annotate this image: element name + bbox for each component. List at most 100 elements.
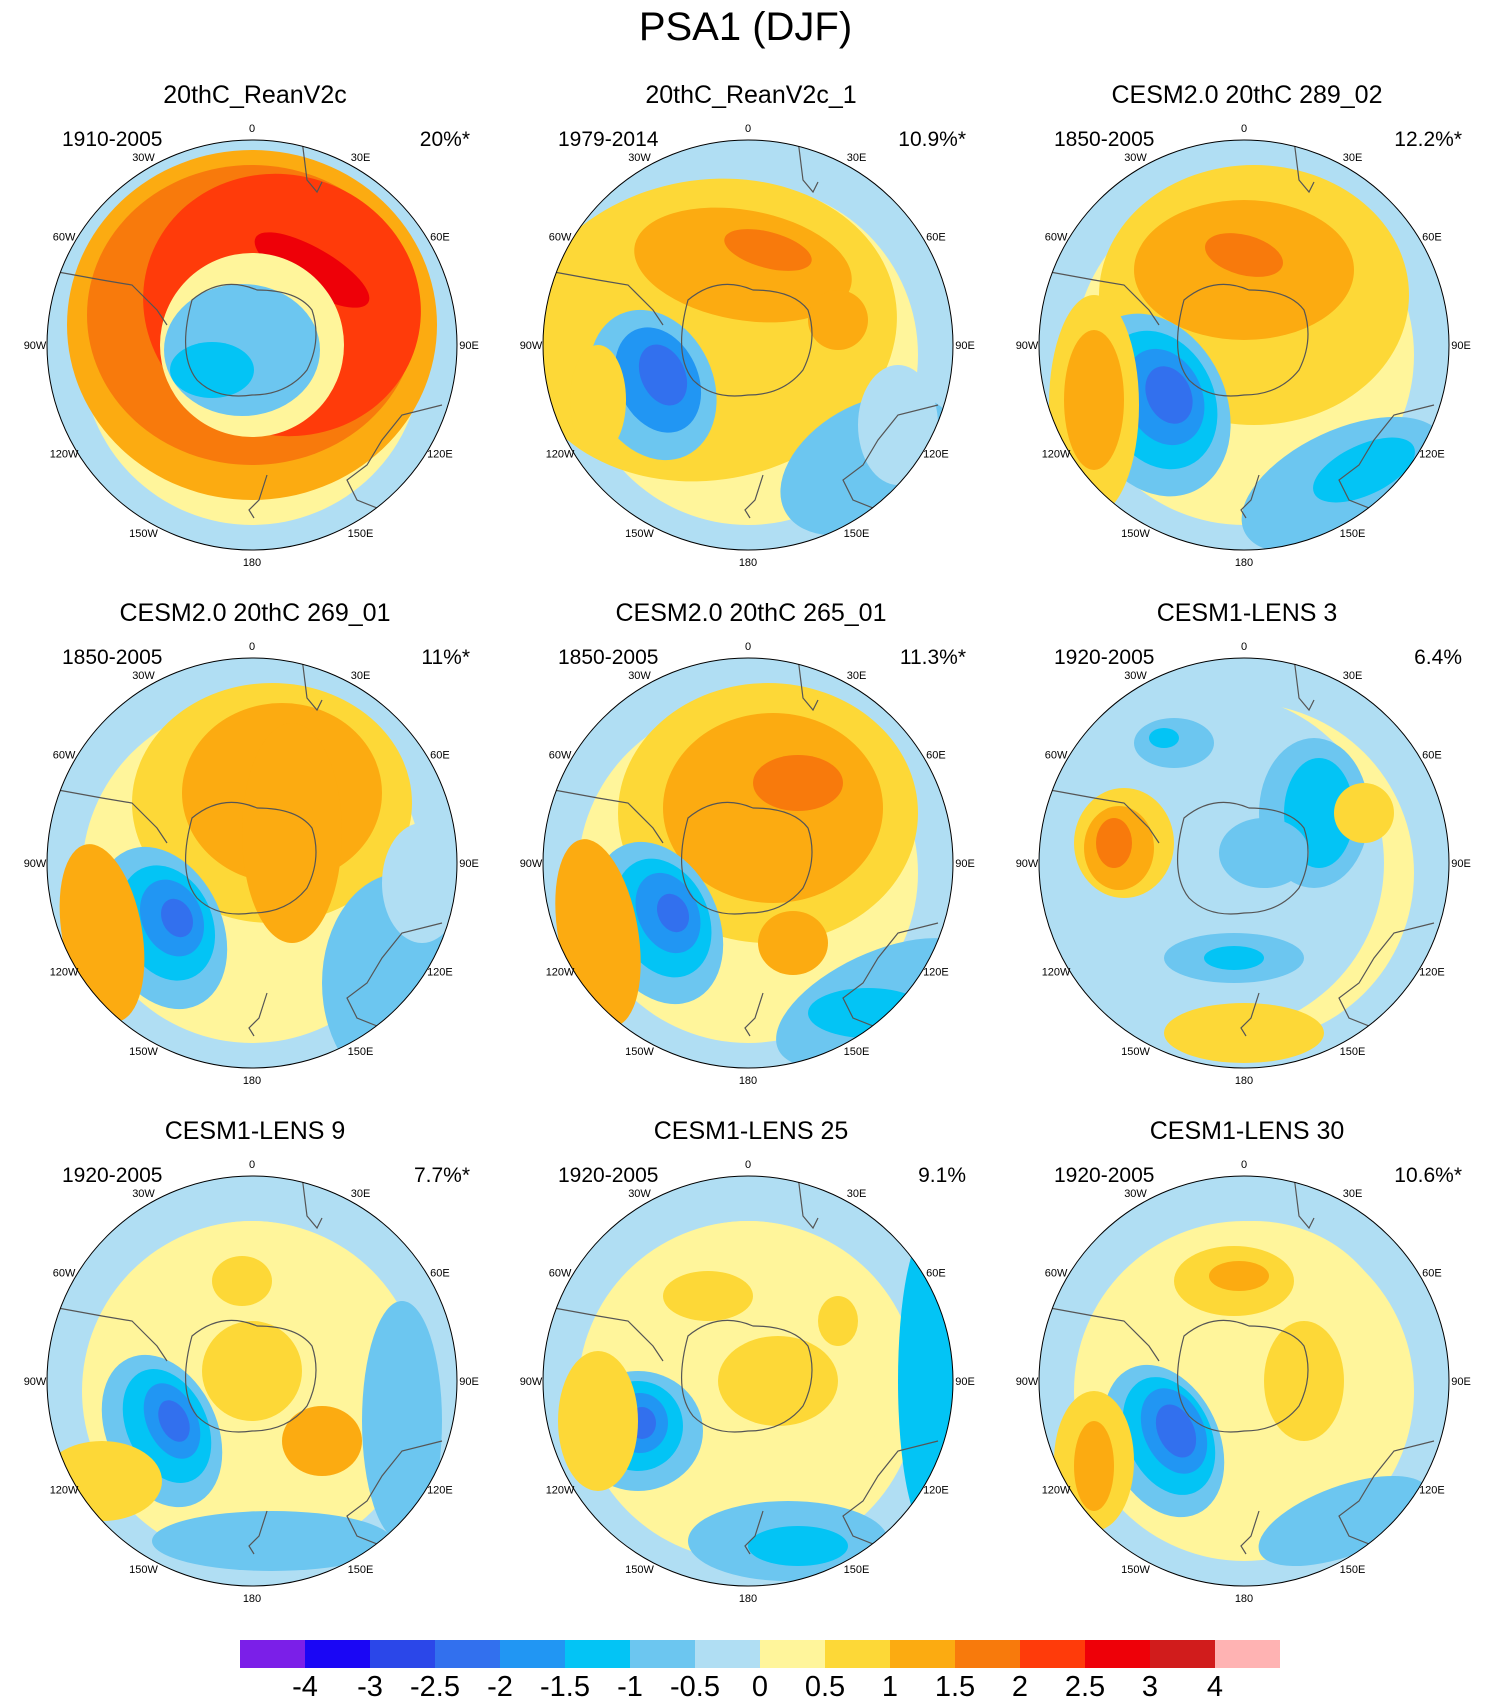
polar-map: 0 30E 60E 90E 120E 150E 180 150W 120W 90W 60W 30W	[1016, 123, 1471, 569]
panel-variance-pct: 11%*	[421, 646, 470, 669]
longitude-label: 180	[243, 557, 261, 569]
anomaly-region	[1313, 437, 1415, 503]
panel-title: 20thC_ReanV2c_1	[645, 81, 857, 109]
panel-period: 1979-2014	[558, 128, 659, 151]
colorbar-swatch	[565, 1640, 630, 1668]
longitude-label: 120W	[50, 967, 79, 979]
south-america-coastline	[47, 787, 168, 844]
south-america-coastline	[543, 269, 664, 326]
south-america-coastline	[543, 1305, 664, 1362]
map-border	[542, 657, 954, 1069]
panel-variance-pct: 20%*	[419, 128, 470, 151]
anomaly-region	[808, 290, 868, 350]
longitude-label: 150E	[348, 1046, 374, 1058]
anomaly-region	[808, 988, 928, 1038]
polar-map: 0 30E 60E 90E 120E 150E 180 150W 120W 90W 60W 30W	[520, 641, 975, 1087]
longitude-label: 30E	[351, 670, 371, 682]
longitude-label: 120W	[1042, 1485, 1071, 1497]
colorbar-swatch	[305, 1640, 370, 1668]
anomaly-region	[1096, 818, 1132, 868]
antarctica-coastline	[185, 1319, 317, 1433]
longitude-label: 60W	[549, 1268, 572, 1280]
polar-map: 0 30E 60E 90E 120E 150E 180 150W 120W 90W 60W 30W	[24, 1159, 479, 1605]
anomaly-region	[382, 823, 457, 943]
longitude-label: 90W	[24, 858, 47, 870]
longitude-label: 150W	[1121, 528, 1150, 540]
longitude-label: 30E	[847, 1188, 867, 1200]
colorbar-tick-label: 0.5	[805, 1671, 845, 1702]
longitude-label: 150W	[1121, 1564, 1150, 1576]
panel-period: 1920-2005	[1054, 1164, 1155, 1187]
south-america-coastline	[1039, 269, 1160, 326]
longitude-label: 30W	[628, 1188, 651, 1200]
panel-period: 1920-2005	[558, 1164, 659, 1187]
africa-coastline	[1293, 140, 1315, 194]
longitude-label: 120E	[1419, 967, 1445, 979]
longitude-label: 60W	[53, 750, 76, 762]
longitude-label: 0	[1241, 1159, 1247, 1171]
longitude-label: 0	[249, 1159, 255, 1171]
south-america-coastline	[543, 787, 664, 844]
panel-title: CESM1-LENS 25	[653, 1117, 849, 1145]
anomaly-region	[1258, 1475, 1430, 1567]
longitude-label: 30W	[628, 152, 651, 164]
longitude-label: 120W	[546, 449, 575, 461]
longitude-label: 30W	[132, 670, 155, 682]
longitude-label: 60E	[1422, 750, 1442, 762]
antarctica-coastline	[185, 283, 317, 397]
longitude-label: 60E	[430, 750, 450, 762]
anomaly-region	[858, 365, 938, 485]
africa-coastline	[301, 140, 323, 194]
anomaly-region	[718, 1336, 838, 1426]
longitude-label: 180	[739, 1593, 757, 1605]
new-zealand-coastline	[1240, 474, 1260, 519]
colorbar-swatch	[1085, 1640, 1150, 1668]
map-border	[46, 1175, 458, 1587]
longitude-label: 90E	[955, 1376, 975, 1388]
panel-title: CESM2.0 20thC 289_02	[1111, 81, 1383, 109]
longitude-label: 120E	[427, 967, 453, 979]
antarctica-coastline	[185, 801, 317, 915]
anomaly-region	[663, 713, 883, 903]
longitude-label: 120E	[1419, 449, 1445, 461]
longitude-label: 30E	[351, 152, 371, 164]
longitude-label: 60W	[1045, 232, 1068, 244]
map-panel-7: CESM1-LENS 9 1920-2005 7.7%* 0 30E 60E 90E 1…	[20, 1116, 490, 1616]
longitude-label: 90W	[1016, 858, 1039, 870]
panel-title: CESM2.0 20thC 265_01	[615, 599, 887, 627]
longitude-label: 180	[739, 1075, 757, 1087]
longitude-label: 0	[1241, 641, 1247, 653]
colorbar-swatch	[240, 1640, 305, 1668]
anomaly-region	[656, 893, 690, 933]
panel-period: 1920-2005	[1054, 646, 1155, 669]
panel-variance-pct: 11.3%*	[899, 646, 966, 669]
anomaly-region	[242, 723, 342, 943]
map-border	[1038, 139, 1450, 551]
map-border	[46, 139, 458, 551]
antarctica-coastline	[681, 801, 813, 915]
longitude-label: 90E	[1451, 858, 1471, 870]
longitude-label: 90W	[24, 340, 47, 352]
map-border	[542, 139, 954, 551]
new-zealand-coastline	[248, 474, 268, 519]
colorbar-tick-label: 2	[1012, 1671, 1028, 1702]
panel-variance-pct: 6.4%	[1414, 646, 1462, 669]
panel-period: 1920-2005	[62, 1164, 163, 1187]
longitude-label: 30E	[1343, 152, 1363, 164]
anomaly-region	[724, 229, 812, 271]
longitude-label: 30W	[1124, 1188, 1147, 1200]
africa-coastline	[797, 658, 819, 712]
longitude-label: 150W	[1121, 1046, 1150, 1058]
longitude-label: 150E	[844, 1046, 870, 1058]
anomaly-region	[1334, 783, 1394, 843]
longitude-label: 120E	[427, 1485, 453, 1497]
colorbar-tick-label: -2.5	[410, 1671, 460, 1702]
anomaly-region	[1219, 818, 1309, 888]
anomaly-region	[753, 755, 843, 811]
colorbar-swatch	[370, 1640, 435, 1668]
longitude-label: 150E	[844, 1564, 870, 1576]
longitude-label: 150W	[625, 528, 654, 540]
longitude-label: 90W	[1016, 340, 1039, 352]
colorbar-swatch	[1020, 1640, 1085, 1668]
map-panel-3: CESM2.0 20thC 289_02 1850-2005 12.2%* 0 3…	[1012, 80, 1482, 580]
